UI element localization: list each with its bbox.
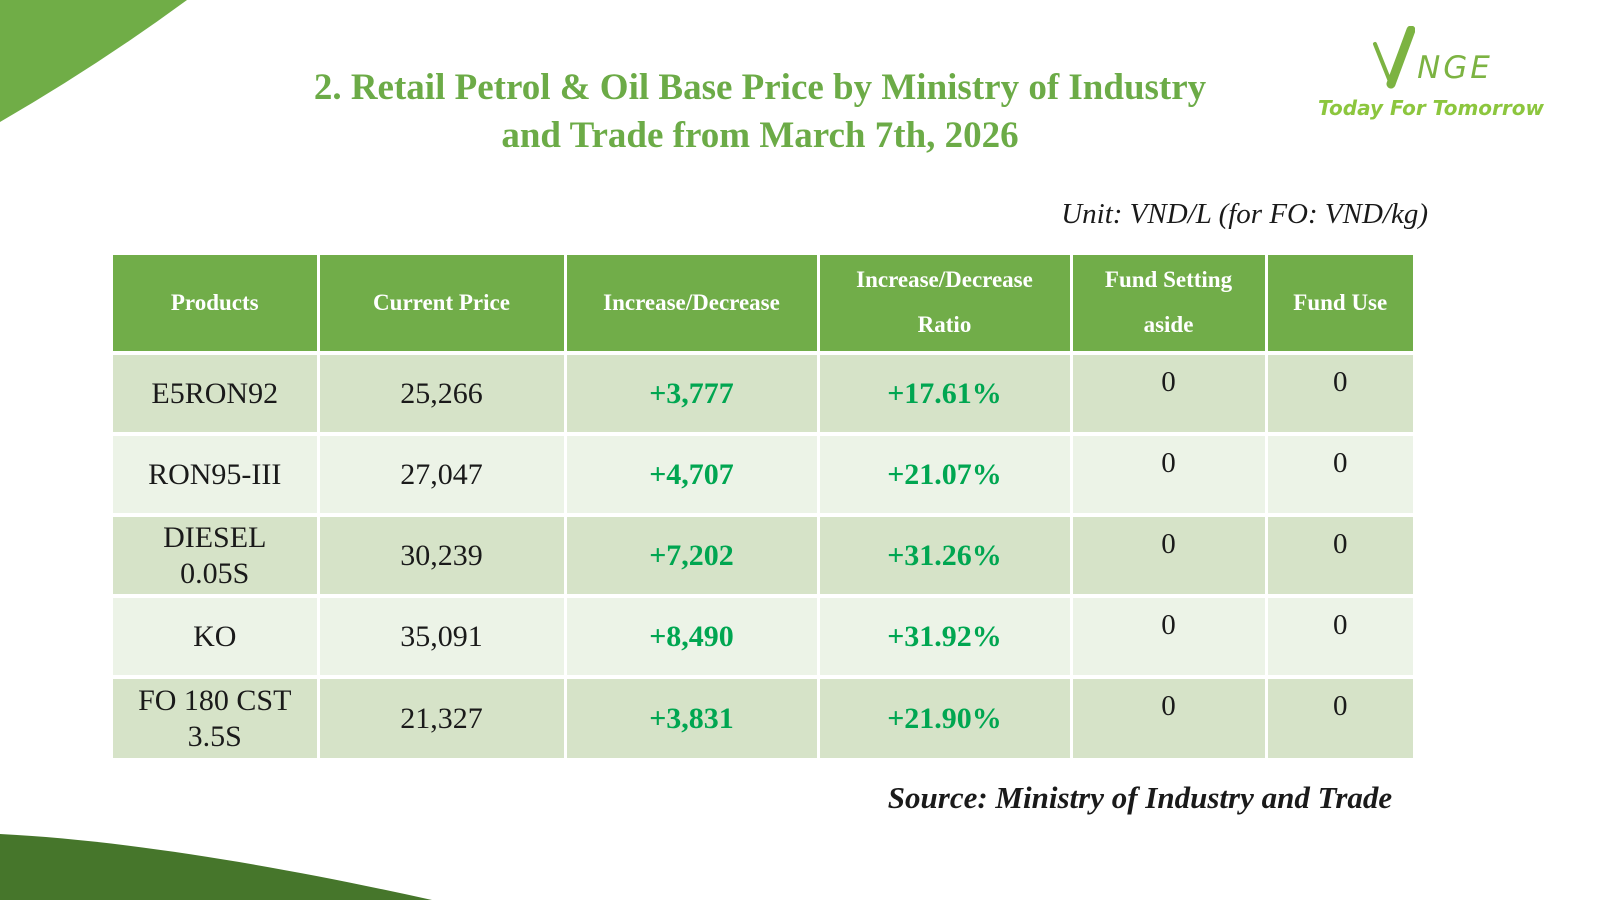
- fund-use-value: 0: [1266, 353, 1413, 436]
- product-name: RON95-III: [113, 434, 320, 517]
- table-row-ron95-iii: RON95-III 27,047 +4,707 +21.07% 0 0: [113, 434, 1413, 517]
- page-title: 2. Retail Petrol & Oil Base Price by Min…: [313, 67, 1207, 156]
- current-price: 30,239: [318, 515, 567, 598]
- fund-use-value: 0: [1266, 515, 1413, 598]
- fund-setting-aside-value: 0: [1071, 677, 1268, 758]
- increase-decrease-value: +4,707: [565, 434, 820, 517]
- logo-v-checkmark-icon: [1373, 26, 1416, 89]
- fund-setting-aside-value: 0: [1071, 515, 1268, 598]
- col-header-increase-decrease-ratio: Increase/Decrease Ratio: [818, 255, 1073, 355]
- col-header-products: Products: [113, 255, 320, 355]
- fund-use-value: 0: [1266, 596, 1413, 679]
- increase-decrease-value: +3,831: [565, 677, 820, 758]
- table-row-e5ron92: E5RON92 25,266 +3,777 +17.61% 0 0: [113, 353, 1413, 436]
- col-header-increase-decrease: Increase/Decrease: [565, 255, 820, 355]
- col-header-current-price: Current Price: [318, 255, 567, 355]
- product-name: E5RON92: [113, 353, 320, 436]
- fund-setting-aside-value: 0: [1071, 596, 1268, 679]
- table-row-ko: KO 35,091 +8,490 +31.92% 0 0: [113, 596, 1413, 679]
- increase-decrease-value: +8,490: [565, 596, 820, 679]
- table-header-row: Products Current Price Increase/Decrease…: [113, 255, 1413, 355]
- increase-decrease-value: +7,202: [565, 515, 820, 598]
- current-price: 35,091: [318, 596, 567, 679]
- increase-decrease-ratio: +31.26%: [818, 515, 1073, 598]
- increase-decrease-ratio: +17.61%: [818, 353, 1073, 436]
- logo-brand: NGE: [1318, 26, 1544, 90]
- table-row-diesel-005s: DIESEL 0.05S 30,239 +7,202 +31.26% 0 0: [113, 515, 1413, 598]
- bottom-left-swoosh-decoration: [0, 834, 432, 900]
- increase-decrease-ratio: +21.90%: [818, 677, 1073, 758]
- product-name: KO: [113, 596, 320, 679]
- unit-note: Unit: VND/L (for FO: VND/kg): [1061, 198, 1428, 230]
- price-table: Products Current Price Increase/Decrease…: [113, 255, 1413, 758]
- logo-text: NGE: [1417, 50, 1493, 86]
- top-left-corner-decoration: [0, 0, 187, 122]
- fund-setting-aside-value: 0: [1071, 434, 1268, 517]
- fund-use-value: 0: [1266, 434, 1413, 517]
- fund-use-value: 0: [1266, 677, 1413, 758]
- logo-tagline: Today For Tomorrow: [1317, 96, 1544, 120]
- fund-setting-aside-value: 0: [1071, 353, 1268, 436]
- current-price: 25,266: [318, 353, 567, 436]
- source-note: Source: Ministry of Industry and Trade: [887, 780, 1393, 815]
- product-name: DIESEL 0.05S: [113, 515, 320, 598]
- col-header-fund-setting-aside: Fund Setting aside: [1071, 255, 1268, 355]
- current-price: 27,047: [318, 434, 567, 517]
- increase-decrease-value: +3,777: [565, 353, 820, 436]
- col-header-fund-use: Fund Use: [1266, 255, 1413, 355]
- product-name: FO 180 CST 3.5S: [113, 677, 320, 758]
- increase-decrease-ratio: +31.92%: [818, 596, 1073, 679]
- table-row-fo-180-cst-35s: FO 180 CST 3.5S 21,327 +3,831 +21.90% 0 …: [113, 677, 1413, 758]
- current-price: 21,327: [318, 677, 567, 758]
- increase-decrease-ratio: +21.07%: [818, 434, 1073, 517]
- vnge-logo: NGE Today For Tomorrow: [1318, 26, 1544, 120]
